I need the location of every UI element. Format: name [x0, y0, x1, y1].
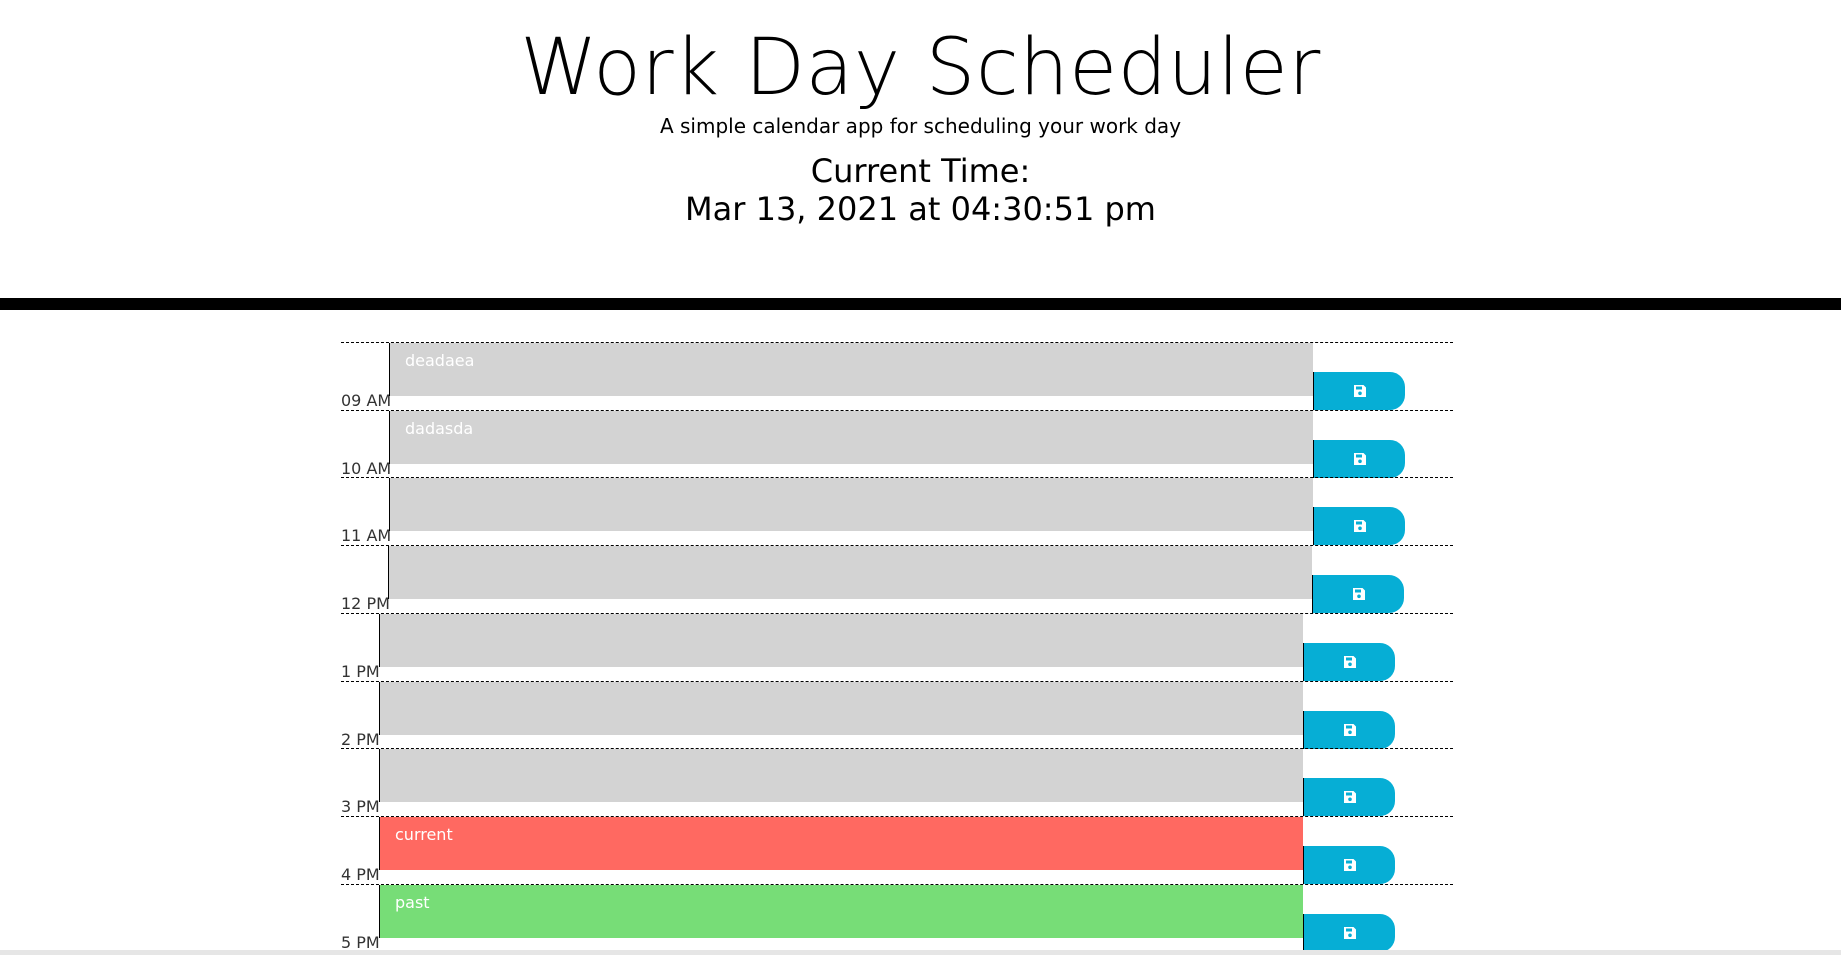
save-button[interactable] — [1303, 711, 1395, 749]
task-description-input[interactable] — [379, 749, 1303, 802]
save-button[interactable] — [1313, 507, 1405, 545]
hour-label: 3 PM — [341, 797, 380, 816]
task-description-input[interactable]: past — [379, 885, 1303, 938]
time-block-row: 09 AM deadaea — [341, 342, 1453, 411]
floppy-disk-icon — [1353, 588, 1365, 600]
header-divider — [0, 298, 1841, 310]
page-subtitle: A simple calendar app for scheduling you… — [659, 114, 1182, 138]
time-block-row: 1 PM — [341, 613, 1453, 682]
bottom-scrollbar-track — [0, 950, 1841, 955]
time-block-row: 4 PM current — [341, 816, 1453, 885]
floppy-disk-icon — [1354, 520, 1366, 532]
save-button[interactable] — [1303, 643, 1395, 681]
floppy-disk-icon — [1344, 859, 1356, 871]
current-time-label: Current Time: — [810, 152, 1031, 190]
floppy-disk-icon — [1344, 724, 1356, 736]
time-block-row: 10 AM dadasda — [341, 410, 1453, 479]
task-description-input[interactable]: dadasda — [389, 411, 1313, 464]
task-description-input[interactable] — [388, 546, 1312, 599]
save-button[interactable] — [1312, 575, 1404, 613]
save-button[interactable] — [1313, 372, 1405, 410]
time-block-row: 5 PM past — [341, 884, 1453, 953]
task-description-input[interactable] — [379, 682, 1303, 735]
time-block-row: 12 PM — [341, 545, 1453, 614]
task-description-input[interactable]: deadaea — [389, 343, 1313, 396]
time-block-row: 3 PM — [341, 748, 1453, 817]
hour-label: 1 PM — [341, 662, 380, 681]
hour-label: 2 PM — [341, 730, 380, 749]
save-button[interactable] — [1303, 914, 1395, 952]
task-description-input[interactable]: current — [379, 817, 1303, 870]
hour-label: 12 PM — [341, 594, 390, 613]
header: Work Day Scheduler A simple calendar app… — [0, 0, 1841, 298]
hour-label: 4 PM — [341, 865, 380, 884]
current-time-value: Mar 13, 2021 at 04:30:51 pm — [685, 190, 1156, 228]
task-description-input[interactable] — [379, 614, 1303, 667]
hour-label: 10 AM — [341, 459, 392, 478]
floppy-disk-icon — [1344, 656, 1356, 668]
floppy-disk-icon — [1354, 385, 1366, 397]
floppy-disk-icon — [1344, 927, 1356, 939]
hour-label: 09 AM — [341, 391, 392, 410]
time-block-row: 11 AM — [341, 477, 1453, 546]
floppy-disk-icon — [1344, 791, 1356, 803]
save-button[interactable] — [1303, 846, 1395, 884]
hour-label: 11 AM — [341, 526, 392, 545]
task-description-input[interactable] — [389, 478, 1313, 531]
time-block-row: 2 PM — [341, 681, 1453, 750]
save-button[interactable] — [1313, 440, 1405, 478]
floppy-disk-icon — [1354, 453, 1366, 465]
save-button[interactable] — [1303, 778, 1395, 816]
hour-label: 5 PM — [341, 933, 380, 952]
page-title: Work Day Scheduler — [520, 23, 1321, 113]
